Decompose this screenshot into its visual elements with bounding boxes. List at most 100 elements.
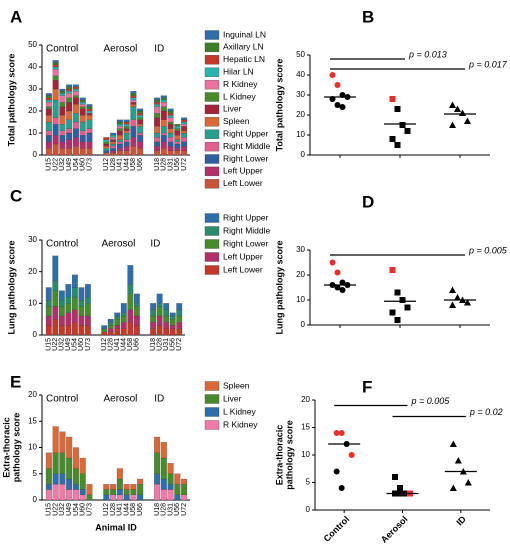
y-tick-label: 10 (296, 295, 305, 304)
bar-segment (174, 484, 181, 495)
x-tick-label: U32 (59, 338, 66, 351)
legend-label: Hepatic LN (223, 54, 265, 64)
point (338, 485, 345, 491)
bar-segment (58, 306, 65, 317)
x-tick-label: U72 (181, 503, 188, 516)
y-tick-label: 20 (301, 395, 310, 404)
x-tick-label: U49 (65, 338, 72, 351)
x-tick-label: U49 (66, 158, 73, 171)
bar-segment (156, 315, 163, 326)
bar-segment (130, 104, 137, 107)
bar-segment (59, 91, 66, 94)
y-tick-label: 0 (33, 150, 38, 159)
bar-segment (123, 484, 130, 490)
bar-segment (116, 126, 123, 129)
bar-segment (123, 494, 130, 501)
bar-segment (127, 322, 134, 336)
point (389, 267, 396, 273)
x-tick-label: U54 (72, 338, 79, 351)
x-tick-label: Control (322, 514, 352, 544)
bar-segment (160, 489, 167, 501)
bar-segment (59, 148, 66, 156)
bar-segment (45, 130, 52, 136)
x-tick-label: U41 (114, 338, 121, 351)
bar-segment (65, 296, 72, 304)
bar-segment (85, 284, 91, 298)
bar-segment (137, 484, 144, 495)
bar-segment (150, 328, 157, 336)
bar-segment (52, 62, 59, 65)
bar-segment (174, 139, 181, 142)
bar-segment (45, 115, 52, 123)
point (454, 105, 461, 112)
y-tick-label: 30 (28, 235, 37, 244)
bar-segment (160, 126, 167, 134)
bar-segment (45, 121, 52, 131)
bar-segment (137, 124, 144, 127)
y-axis-label: pathology score (284, 420, 294, 490)
x-tick-label: U31 (167, 503, 174, 516)
x-tick-label: U73 (85, 338, 92, 351)
y-tick-label: 10 (301, 450, 310, 459)
y-tick-label: 20 (28, 106, 37, 115)
bar-segment (167, 115, 174, 118)
bar-segment (52, 281, 59, 291)
bar-segment (181, 478, 188, 485)
x-tick-label: U28 (161, 158, 168, 171)
bar-segment (167, 489, 174, 501)
bar-segment (86, 106, 93, 109)
bar-segment (167, 150, 174, 156)
legend-swatch (204, 252, 220, 262)
y-axis-label: Extra-thoracic (274, 425, 284, 486)
y-tick-label: 10 (28, 443, 37, 452)
x-tick-label: U73 (86, 503, 93, 516)
bar-segment (133, 303, 140, 307)
bar-segment (52, 319, 59, 336)
legend-swatch (204, 30, 220, 40)
x-tick-label: U31 (167, 158, 174, 171)
y-tick-label: 0 (301, 150, 306, 159)
bar-segment (116, 139, 123, 142)
y-tick-label: 15 (301, 423, 310, 432)
bar-segment (66, 84, 73, 87)
bar-segment (116, 130, 123, 136)
bar-segment (154, 113, 161, 118)
point (333, 468, 340, 475)
y-axis-label: Extra-thoracic (1, 417, 11, 478)
point (449, 101, 456, 108)
p-value: p = 0.005 (411, 396, 451, 406)
bar-segment (78, 287, 85, 301)
x-tick-label: U12 (103, 503, 110, 516)
bar-segment (45, 300, 52, 307)
bar-segment (79, 130, 86, 136)
panel-letter: F (362, 377, 372, 396)
x-tick-label: U58 (130, 503, 137, 516)
bar-segment (52, 88, 59, 101)
bar-segment (154, 146, 161, 151)
bar-segment (150, 315, 157, 323)
bar-segment (169, 319, 176, 326)
bar-segment (103, 143, 110, 147)
y-axis-label: Total pathology score (6, 54, 16, 147)
bar-segment (174, 473, 181, 485)
bar-segment (130, 126, 137, 138)
x-tick-label: U22 (52, 158, 59, 171)
x-tick-label: U12 (103, 158, 110, 171)
point (394, 317, 401, 323)
bar-segment (86, 141, 93, 149)
legend-label: Left Lower (223, 264, 263, 274)
bar-segment (52, 69, 59, 76)
bar-segment (160, 119, 167, 127)
bar-segment (130, 95, 137, 98)
bar-segment (101, 325, 108, 329)
bar-segment (72, 447, 79, 469)
bar-segment (167, 110, 174, 114)
legend-swatch (204, 79, 220, 90)
x-tick-label: U54 (73, 158, 80, 171)
legend-label: Left Lower (223, 178, 263, 188)
bar-segment (52, 99, 59, 118)
bar-segment (181, 119, 188, 123)
bar-segment (116, 124, 123, 127)
bar-segment (114, 312, 121, 317)
bar-segment (52, 117, 59, 125)
